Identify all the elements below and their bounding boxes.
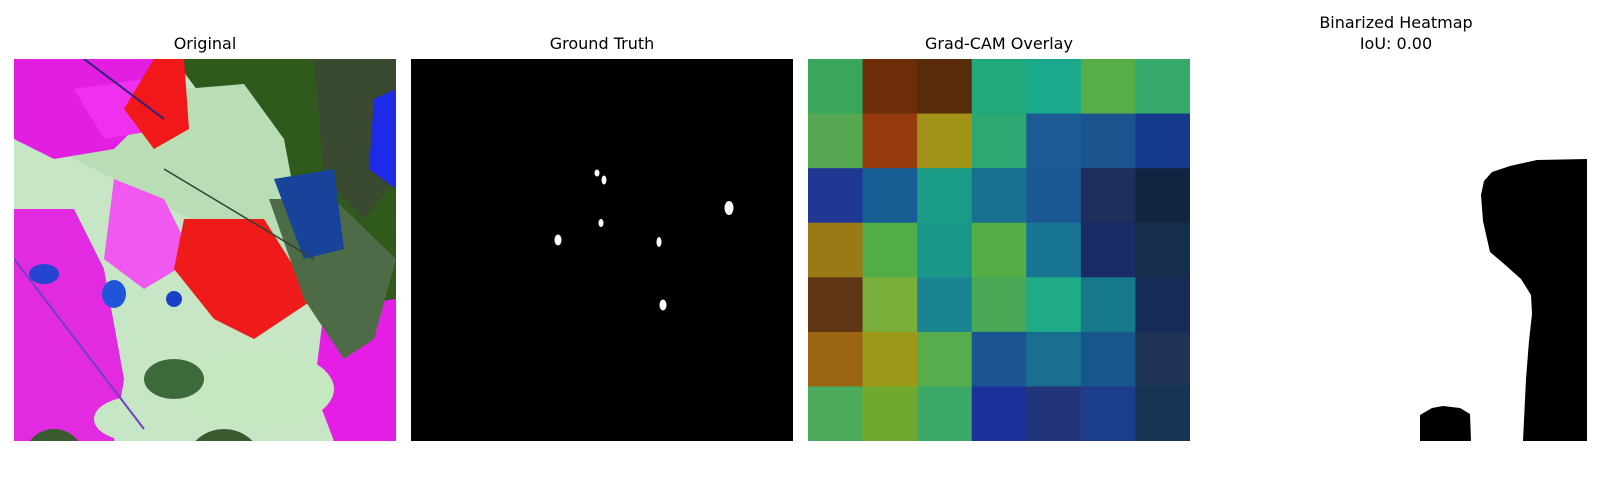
gradcam-cell [1135, 168, 1190, 224]
gradcam-cell [1080, 168, 1137, 224]
gradcam-cell [1080, 222, 1137, 278]
iou-label: IoU: 0.00 [1359, 34, 1433, 53]
gradcam-cell [917, 222, 973, 278]
binarized-heatmap-image [1205, 59, 1587, 441]
gradcam-cell [808, 222, 864, 278]
gradcam-cell [1026, 113, 1082, 169]
gradcam-cell [808, 331, 864, 388]
original-image-art [14, 59, 396, 441]
gradcam-cell [808, 113, 864, 169]
gradcam-cell [1026, 59, 1082, 115]
ground-truth-panel: Ground Truth [411, 0, 793, 500]
gradcam-cell [862, 331, 918, 388]
gradcam-cell [971, 168, 1027, 224]
gradcam-cell [971, 277, 1027, 333]
gradcam-grid [808, 59, 1190, 441]
gradcam-cell [1135, 222, 1190, 278]
gradcam-cell [1026, 331, 1082, 388]
gradcam-cell [1026, 168, 1082, 224]
ground-truth-title: Ground Truth [549, 34, 655, 53]
gradcam-cell [1135, 331, 1190, 388]
gradcam-cell [971, 386, 1027, 441]
gradcam-cell [917, 59, 973, 115]
gradcam-cell [862, 113, 918, 169]
gradcam-cell [862, 59, 918, 115]
gradcam-cell [971, 113, 1027, 169]
original-title: Original [173, 34, 237, 53]
gradcam-cell [862, 386, 918, 441]
ground-truth-mask-art [411, 59, 793, 441]
binarized-title: Binarized Heatmap [1319, 13, 1473, 32]
gradcam-cell [971, 59, 1027, 115]
gradcam-cell [1026, 277, 1082, 333]
gradcam-cell [808, 59, 864, 115]
gradcam-cell [1135, 59, 1190, 115]
gradcam-cell [1080, 331, 1137, 388]
binarized-heatmap-art [1205, 59, 1587, 441]
gradcam-cell [971, 222, 1027, 278]
gradcam-cell [808, 386, 864, 441]
original-image [14, 59, 396, 441]
gradcam-overlay-image [808, 59, 1190, 441]
gradcam-cell [917, 168, 973, 224]
gradcam-cell [917, 331, 973, 388]
gradcam-cell [862, 168, 918, 224]
gradcam-cell [1080, 113, 1137, 169]
gradcam-cell [971, 331, 1027, 388]
gradcam-cell [808, 168, 864, 224]
binarized-panel: Binarized Heatmap IoU: 0.00 [1205, 0, 1587, 500]
gradcam-cell [1135, 386, 1190, 441]
gradcam-cell [862, 222, 918, 278]
gradcam-cell [917, 386, 973, 441]
gradcam-cell [1080, 59, 1137, 115]
gradcam-cell [1026, 386, 1082, 441]
gradcam-cell [917, 113, 973, 169]
gradcam-cell [917, 277, 973, 333]
gradcam-title: Grad-CAM Overlay [925, 34, 1073, 53]
original-panel: Original [14, 0, 396, 500]
gradcam-cell [1026, 222, 1082, 278]
ground-truth-mask [411, 59, 793, 441]
gradcam-cell [1135, 277, 1190, 333]
gradcam-cell [862, 277, 918, 333]
gradcam-cell [1080, 386, 1137, 441]
gradcam-cell [808, 277, 864, 333]
gradcam-cell [1080, 277, 1137, 333]
gradcam-panel: Grad-CAM Overlay [808, 0, 1190, 500]
gradcam-cell [1135, 113, 1190, 169]
